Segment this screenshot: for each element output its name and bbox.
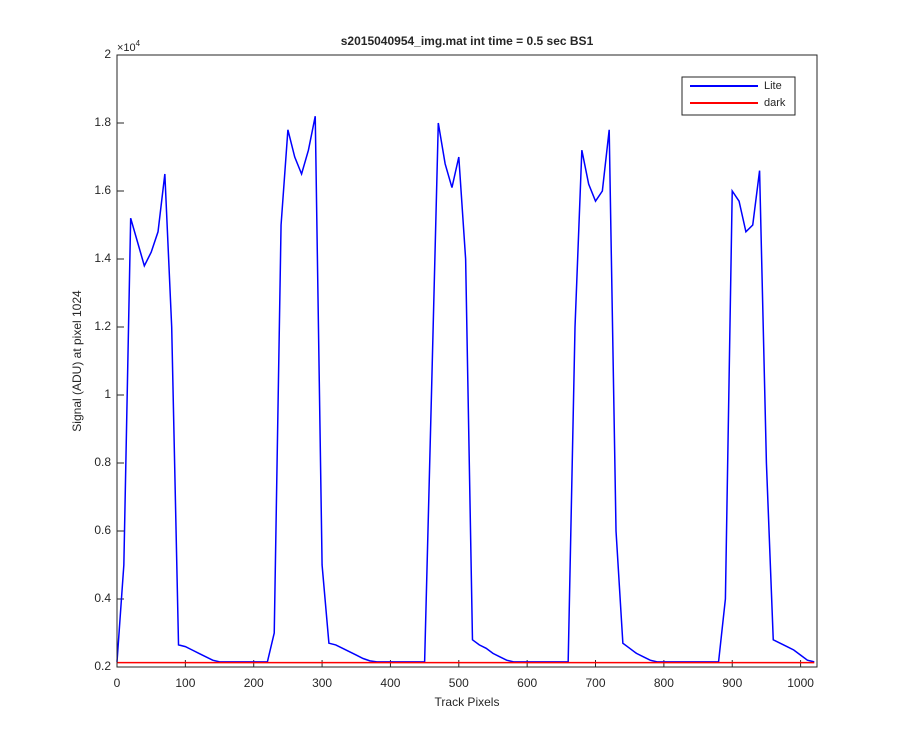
x-axis-label: Track Pixels bbox=[435, 695, 500, 709]
x-tick-label: 200 bbox=[244, 676, 264, 690]
y-tick-label: 1.2 bbox=[94, 319, 111, 333]
chart-title: s2015040954_img.mat int time = 0.5 sec B… bbox=[341, 34, 594, 48]
y-tick-label: 0.4 bbox=[94, 591, 111, 605]
y-axis-label: Signal (ADU) at pixel 1024 bbox=[70, 290, 84, 432]
x-tick-label: 100 bbox=[175, 676, 195, 690]
y-tick-label: 0.2 bbox=[94, 659, 111, 673]
y-tick-label: 1.8 bbox=[94, 115, 111, 129]
y-tick-label: 2 bbox=[104, 47, 111, 61]
y-tick-label: 0.8 bbox=[94, 455, 111, 469]
x-tick-label: 700 bbox=[586, 676, 606, 690]
x-tick-label: 900 bbox=[722, 676, 742, 690]
plot-frame bbox=[116, 54, 818, 668]
x-tick-label: 600 bbox=[517, 676, 537, 690]
y-exponent-base: ×10 bbox=[117, 42, 136, 54]
legend-label: dark bbox=[764, 97, 786, 109]
x-tick-label: 0 bbox=[114, 676, 121, 690]
y-tick-label: 0.6 bbox=[94, 523, 111, 537]
y-tick-label: 1.6 bbox=[94, 183, 111, 197]
legend-box bbox=[681, 76, 796, 116]
x-tick-label: 300 bbox=[312, 676, 332, 690]
y-tick-label: 1 bbox=[104, 387, 111, 401]
x-tick-label: 500 bbox=[449, 676, 469, 690]
y-tick-label: 1.4 bbox=[94, 251, 111, 265]
y-exponent: ×104 bbox=[117, 39, 141, 54]
x-tick-label: 1000 bbox=[787, 676, 814, 690]
x-tick-label: 400 bbox=[380, 676, 400, 690]
y-exponent-power: 4 bbox=[136, 39, 141, 48]
x-tick-label: 800 bbox=[654, 676, 674, 690]
legend-label: Lite bbox=[764, 80, 782, 92]
